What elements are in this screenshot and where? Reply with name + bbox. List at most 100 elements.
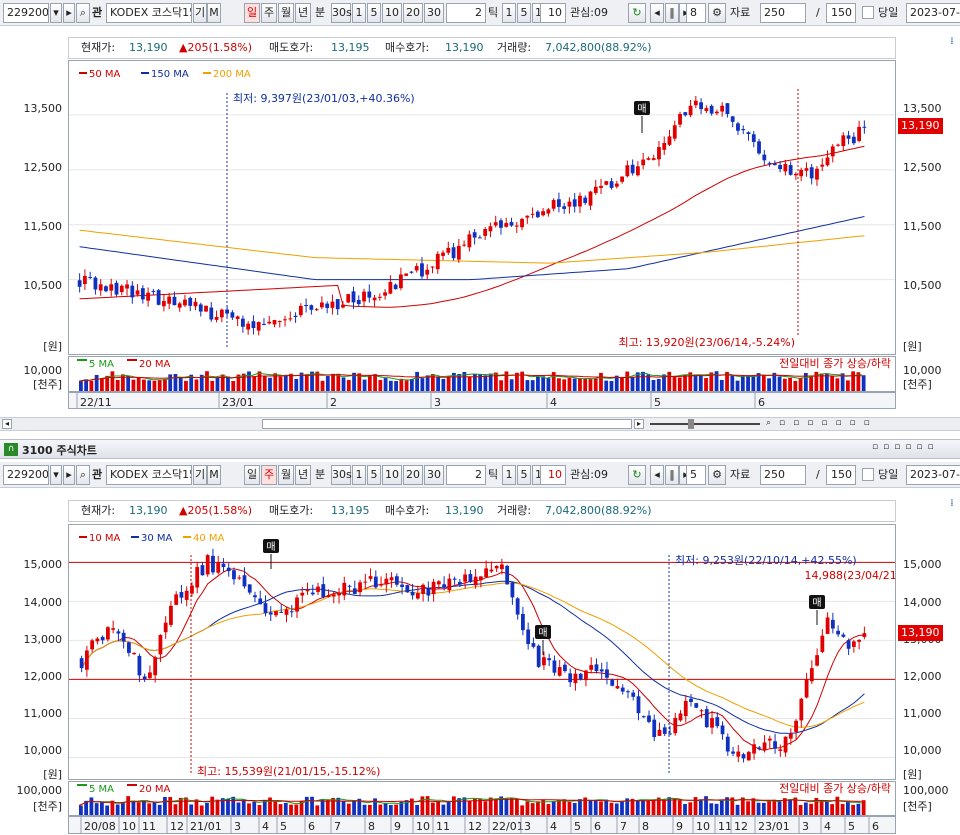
volume-bar bbox=[89, 797, 94, 815]
next-arrow-button[interactable]: ▸ bbox=[63, 3, 75, 23]
chart-tool-icons[interactable]: ⌕▫▫▫▫▫▫▫ bbox=[766, 418, 878, 428]
step-input-2[interactable]: 5 bbox=[686, 465, 706, 485]
mode-button-b[interactable]: M bbox=[207, 3, 221, 23]
period-week-button-2[interactable]: 주 bbox=[261, 465, 277, 485]
data-count-select-2[interactable]: 250 bbox=[760, 465, 806, 485]
tick-30-button-2[interactable]: 30 bbox=[424, 465, 444, 485]
scroll-thumb[interactable] bbox=[262, 419, 632, 429]
candle-body bbox=[341, 304, 345, 308]
code-dropdown-button[interactable]: ▾ bbox=[50, 3, 62, 23]
volume-bar bbox=[110, 371, 115, 391]
prev-arrow-button[interactable]: ◂ bbox=[650, 3, 664, 23]
scrollbar-chart1[interactable]: ◂ ▸ ⌕▫▫▫▫▫▫▫ bbox=[0, 417, 960, 431]
candle-body bbox=[657, 147, 661, 160]
period-day-button-2[interactable]: 일 bbox=[244, 465, 260, 485]
search-icon-2[interactable]: ⌕ bbox=[76, 465, 90, 485]
gear-icon-2[interactable]: ⚙ bbox=[708, 465, 726, 485]
data-count-select[interactable]: 250 bbox=[760, 3, 806, 23]
tick-30s-button[interactable]: 30s bbox=[331, 3, 352, 23]
period-year-button[interactable]: 년 bbox=[295, 3, 311, 23]
period-month-button[interactable]: 월 bbox=[278, 3, 294, 23]
candle-body bbox=[830, 146, 835, 157]
next-arrow-button-2[interactable]: ▸ bbox=[63, 465, 75, 485]
prev-arrow-button-2[interactable]: ◂ bbox=[650, 465, 664, 485]
pause-button[interactable]: ‖ bbox=[665, 3, 679, 23]
step-input[interactable]: 8 bbox=[686, 3, 706, 23]
tick-30s-button-2[interactable]: 30s bbox=[331, 465, 352, 485]
price-chart-2[interactable]: 10 MA 30 MA 40 MA 최저: 9,253원(22/10/14,+42.5… bbox=[68, 524, 896, 780]
tick-10-button[interactable]: 10 bbox=[382, 3, 402, 23]
tick-20-button-2[interactable]: 20 bbox=[403, 465, 423, 485]
period-day-button[interactable]: 일 bbox=[244, 3, 260, 23]
period-year-button-2[interactable]: 년 bbox=[295, 465, 311, 485]
tick-5-button[interactable]: 5 bbox=[367, 3, 381, 23]
num-input-2[interactable]: 10 bbox=[540, 465, 566, 485]
candle-body bbox=[483, 229, 488, 236]
tick-count-input[interactable]: 2 bbox=[446, 3, 486, 23]
x-tick-label: 4 bbox=[550, 820, 557, 833]
tick-20-button[interactable]: 20 bbox=[403, 3, 423, 23]
num-input[interactable]: 10 bbox=[540, 3, 566, 23]
zoom-slider-track[interactable] bbox=[650, 423, 760, 425]
volume-chart-2[interactable]: 5 MA 20 MA 전일대비 종가 상승/하락 bbox=[68, 781, 896, 816]
candle-body bbox=[216, 562, 221, 573]
mode-button-a-2[interactable]: 기 bbox=[193, 465, 207, 485]
date-input-2[interactable]: 2023-07- bbox=[906, 465, 960, 485]
side-expand-icon[interactable]: ⁞ bbox=[950, 36, 954, 47]
candle-body bbox=[614, 183, 619, 187]
candle-body bbox=[219, 309, 224, 318]
candle-body bbox=[351, 291, 356, 303]
tick-1-button[interactable]: 1 bbox=[352, 3, 366, 23]
num-5-button-2[interactable]: 5 bbox=[517, 465, 531, 485]
period-week-button[interactable]: 주 bbox=[261, 3, 277, 23]
num-1-button-2[interactable]: 1 bbox=[502, 465, 516, 485]
mode-button-a[interactable]: 기 bbox=[193, 3, 207, 23]
refresh-icon-2[interactable]: ↻ bbox=[628, 465, 646, 485]
refresh-icon[interactable]: ↻ bbox=[628, 3, 646, 23]
tick-count-input-2[interactable]: 2 bbox=[446, 465, 486, 485]
tick-1-button-2[interactable]: 1 bbox=[352, 465, 366, 485]
candle-body bbox=[836, 144, 840, 146]
data-total-input-2[interactable]: 150 bbox=[826, 465, 856, 485]
x-tick-label: 12 bbox=[734, 820, 748, 833]
x-tick-label: 6 bbox=[308, 820, 315, 833]
price-chart-1[interactable]: 50 MA 150 MA 200 MA 최저: 9,397원(23/01/03,+40… bbox=[68, 60, 896, 355]
last-price-badge-2: 13,190 bbox=[898, 625, 943, 641]
tick-30-button[interactable]: 30 bbox=[424, 3, 444, 23]
gear-icon[interactable]: ⚙ bbox=[708, 3, 726, 23]
legend-swatch-2 bbox=[203, 72, 211, 74]
side-expand-icon-2[interactable]: ⁞ bbox=[950, 498, 954, 509]
code-dropdown-button-2[interactable]: ▾ bbox=[50, 465, 62, 485]
candle-body bbox=[710, 718, 714, 728]
volume-bar bbox=[478, 798, 483, 815]
stock-code-input[interactable]: 229200 bbox=[3, 3, 49, 23]
x-tick-label: 6 bbox=[872, 820, 879, 833]
search-icon[interactable]: ⌕ bbox=[76, 3, 90, 23]
volume-bar bbox=[756, 373, 761, 391]
zoom-slider-handle[interactable] bbox=[688, 419, 694, 429]
scroll-left-button[interactable]: ◂ bbox=[2, 419, 12, 429]
pause-button-2[interactable]: ‖ bbox=[665, 465, 679, 485]
date-input[interactable]: 2023-07-0 bbox=[906, 3, 960, 23]
candle-body bbox=[415, 593, 420, 599]
mode-button-b-2[interactable]: M bbox=[207, 465, 221, 485]
candle-body bbox=[156, 290, 161, 305]
window-control-icons[interactable]: ▫▫▫▫▫▫ bbox=[872, 442, 939, 452]
stock-code-input-2[interactable]: 229200 bbox=[3, 465, 49, 485]
scroll-right-button[interactable]: ▸ bbox=[634, 419, 644, 429]
num-1-button[interactable]: 1 bbox=[502, 3, 516, 23]
num-5-button[interactable]: 5 bbox=[517, 3, 531, 23]
data-total-input[interactable]: 150 bbox=[826, 3, 856, 23]
volume-bar bbox=[352, 372, 356, 391]
candle-body bbox=[678, 113, 682, 125]
volume-bar bbox=[504, 798, 509, 815]
volume-bar bbox=[84, 800, 89, 815]
tick-5-button-2[interactable]: 5 bbox=[367, 465, 381, 485]
volume-bar bbox=[709, 803, 714, 815]
volume-chart-1[interactable]: 5 MA 20 MA 전일대비 종가 상승/하락 bbox=[68, 356, 896, 392]
today-checkbox[interactable] bbox=[862, 6, 874, 19]
tick-10-button-2[interactable]: 10 bbox=[382, 465, 402, 485]
period-month-button-2[interactable]: 월 bbox=[278, 465, 294, 485]
candle-body bbox=[142, 676, 147, 680]
today-checkbox-2[interactable] bbox=[862, 468, 874, 481]
